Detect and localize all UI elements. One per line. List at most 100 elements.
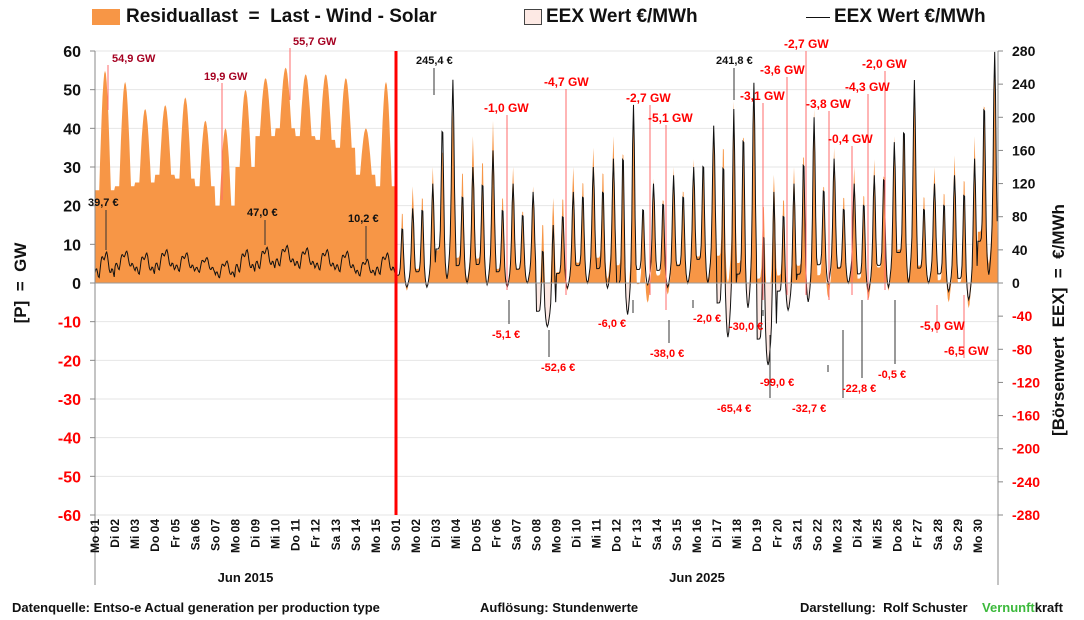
x-tick-label: Fr 27 xyxy=(911,519,925,548)
x-tick-label: Mo 23 xyxy=(830,519,844,553)
annotation-eur: -22,8 € xyxy=(842,383,876,395)
footer-source: Datenquelle: Entso-e Actual generation p… xyxy=(12,600,380,615)
x-tick-label: Mi 03 xyxy=(128,519,142,549)
y-tick-right: 240 xyxy=(1012,76,1036,92)
x-tick-label: Mo 15 xyxy=(369,519,383,553)
y-tick-right: -240 xyxy=(1012,474,1040,490)
x-tick-label: Di 09 xyxy=(249,519,263,548)
x-tick-label: Do 05 xyxy=(469,519,483,552)
legend-label-eex-area: EEX Wert €/MWh xyxy=(546,6,698,27)
y-tick-left: -60 xyxy=(58,508,81,525)
y-tick-right: -280 xyxy=(1012,507,1040,523)
price-line xyxy=(94,51,998,366)
brand-green: Vernunft xyxy=(982,600,1035,615)
annotation-gw: -6,5 GW xyxy=(944,344,989,358)
y-tick-right: 80 xyxy=(1012,209,1028,225)
x-tick-label: Mo 09 xyxy=(550,519,564,553)
y-tick-right: -80 xyxy=(1012,341,1032,357)
x-tick-label: Mo 08 xyxy=(228,519,242,553)
x-tick-label: Di 17 xyxy=(710,519,724,548)
y-tick-left: -50 xyxy=(58,469,81,486)
annotation-eur: -2,0 € xyxy=(693,313,721,325)
x-tick-label: Do 19 xyxy=(750,519,764,552)
legend-swatch-residual xyxy=(92,9,120,25)
x-tick-label: Fr 06 xyxy=(489,519,503,548)
x-tick-label: So 22 xyxy=(810,519,824,551)
x-tick-label: So 14 xyxy=(349,519,363,551)
annotation-gw: -3,8 GW xyxy=(806,97,851,111)
annotation-eur: -52,6 € xyxy=(541,362,575,374)
annotation-eur: -38,0 € xyxy=(650,348,684,360)
brand-black: kraft xyxy=(1034,600,1063,615)
annotation-eur: -30,0 € xyxy=(729,321,763,333)
annotations: 54,9 GW 19,9 GW 55,7 GW -1,0 GW -4,7 GW -2,7 … xyxy=(88,36,989,415)
x-tick-label: Do 26 xyxy=(891,519,905,552)
x-tick-label: Di 03 xyxy=(429,519,443,548)
y-tick-right: -120 xyxy=(1012,374,1040,390)
x-tick-label: Di 10 xyxy=(570,519,584,548)
x-period-label: Jun 2025 xyxy=(669,570,725,585)
x-tick-label: Sa 13 xyxy=(329,519,343,551)
x-tick-label: So 15 xyxy=(670,519,684,551)
x-tick-label: Mi 18 xyxy=(730,519,744,549)
x-tick-label: Di 02 xyxy=(108,519,122,548)
y-axis-right-label: [Börsenwert EEX] = €/MWh xyxy=(1049,204,1068,436)
x-tick-label: Di 24 xyxy=(851,519,865,548)
annotation-gw: -2,0 GW xyxy=(862,57,907,71)
annotation-gw: -5,0 GW xyxy=(920,319,965,333)
y-tick-left: 20 xyxy=(63,199,81,216)
x-tick-label: Mi 10 xyxy=(269,519,283,549)
x-tick-label: Do 12 xyxy=(610,519,624,552)
legend-swatch-eex-area xyxy=(524,9,542,25)
annotation-eur: -6,0 € xyxy=(598,318,626,330)
footer-author: Darstellung: Rolf Schuster Vernunftkraft xyxy=(800,600,1063,615)
x-tick-label: Mo 01 xyxy=(88,519,102,553)
annotation-eur: -0,5 € xyxy=(878,369,906,381)
y-tick-right: 40 xyxy=(1012,242,1028,258)
annotation-gw: -0,4 GW xyxy=(828,132,873,146)
residual-area xyxy=(95,51,998,309)
x-tick-label: Fr 05 xyxy=(168,519,182,548)
annotation-eur: 39,7 € xyxy=(88,197,119,209)
plot-areas xyxy=(95,51,998,365)
footer-resolution: Auflösung: Stundenwerte xyxy=(480,600,639,615)
annotation-gw: 54,9 GW xyxy=(112,53,156,65)
x-tick-label: Do 11 xyxy=(289,519,303,551)
x-tick-label: So 29 xyxy=(951,519,965,551)
annotation-gw: -3,1 GW xyxy=(740,89,785,103)
annotation-eur: 47,0 € xyxy=(247,207,278,219)
x-tick-label: Mo 30 xyxy=(971,519,985,553)
x-tick-label: Fr 12 xyxy=(309,519,323,548)
y-tick-right: -40 xyxy=(1012,308,1032,324)
annotation-eur: 10,2 € xyxy=(348,213,379,225)
legend-swatch-eex-line xyxy=(806,16,830,18)
y-tick-left: -10 xyxy=(58,315,81,332)
y-tick-right: 200 xyxy=(1012,109,1036,125)
y-tick-left: 10 xyxy=(63,237,81,254)
legend-residual: Residuallast = Last - Wind - Solar xyxy=(92,6,437,28)
x-tick-label: Sa 07 xyxy=(509,519,523,551)
y-tick-right: -160 xyxy=(1012,408,1040,424)
chart: 60 50 40 30 20 10 0 -10 -20 -30 -40 -50 -60 280 240 200… xyxy=(11,36,1068,585)
x-tick-label: Mi 25 xyxy=(871,519,885,549)
annotation-eur: 241,8 € xyxy=(716,55,753,67)
y-tick-left: 30 xyxy=(63,160,81,177)
x-tick-label: So 01 xyxy=(389,519,403,551)
annotation-gw: -4,7 GW xyxy=(544,75,589,89)
x-tick-label: Sa 28 xyxy=(931,519,945,551)
y-tick-left: 50 xyxy=(63,83,81,100)
y-tick-left: 60 xyxy=(63,44,81,61)
legend-eex-line: EEX Wert €/MWh xyxy=(806,6,986,28)
annotation-eur: -99,0 € xyxy=(760,377,794,389)
annotation-leaders xyxy=(105,48,965,398)
y-tick-right: 0 xyxy=(1012,275,1020,291)
x-tick-label: Fr 13 xyxy=(630,519,644,548)
x-tick-label: Mi 04 xyxy=(449,519,463,549)
annotation-gw: 19,9 GW xyxy=(204,71,248,83)
y-tick-right: 160 xyxy=(1012,142,1036,158)
x-tick-label: Sa 21 xyxy=(790,519,804,551)
annotation-eur: -32,7 € xyxy=(792,403,826,415)
x-period-label: Jun 2015 xyxy=(218,570,274,585)
y-tick-left: -40 xyxy=(58,431,81,448)
y-axis-left-label: [P] = GW xyxy=(11,242,30,324)
